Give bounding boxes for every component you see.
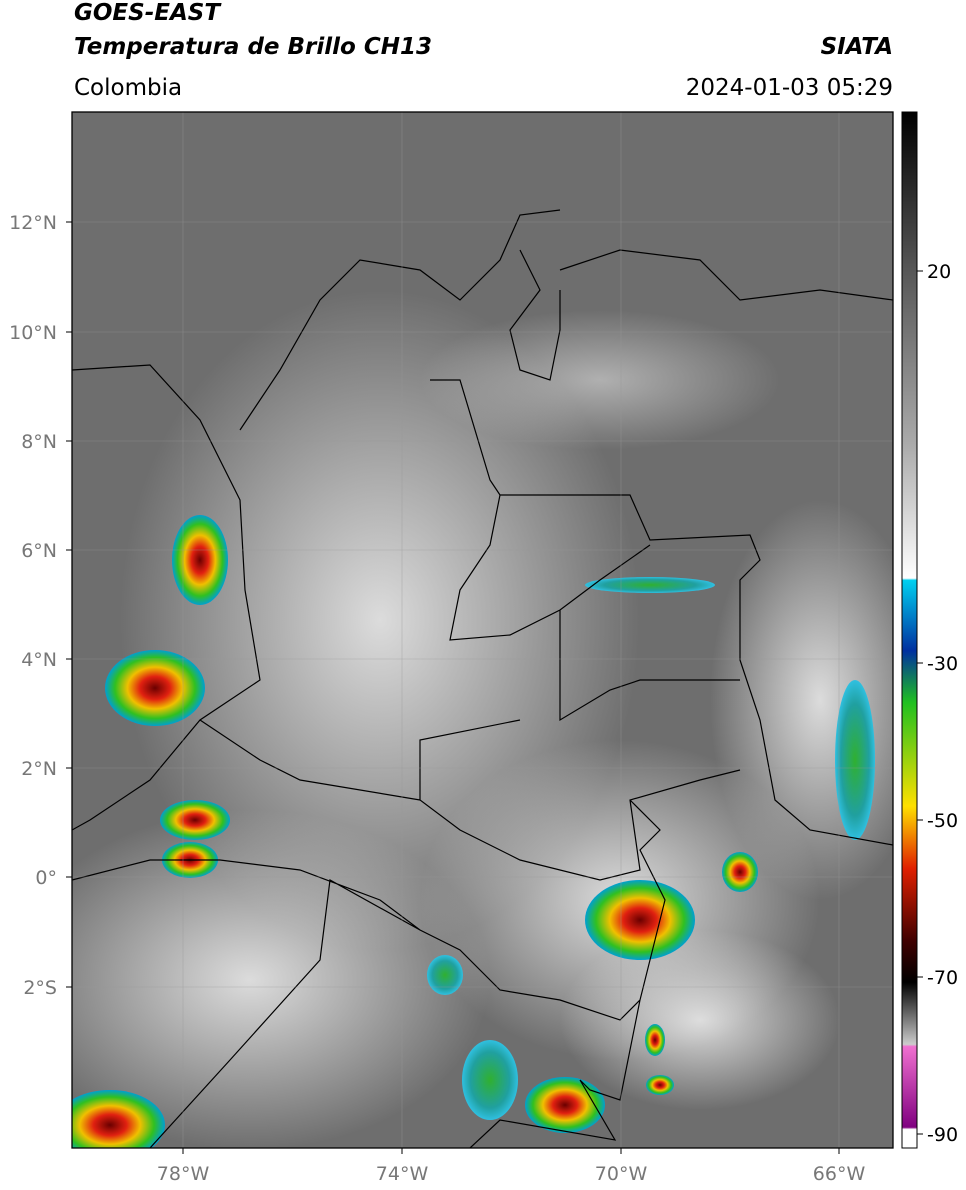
borders (72, 209, 893, 1148)
lon-tick-label: 74°W (376, 1163, 429, 1185)
colorbar-tick-label: -90 (927, 1124, 958, 1146)
satellite-image (72, 112, 893, 1148)
lat-tick-label: 2°S (23, 977, 57, 999)
lat-tick-label: 0° (35, 867, 57, 889)
title: GOES-EAST (74, 0, 222, 26)
lat-tick-label: 12°N (9, 212, 57, 234)
lon-tick-label: 66°W (813, 1163, 866, 1185)
colorbar-tick-label: -50 (927, 810, 958, 832)
lat-tick-label: 8°N (21, 431, 57, 453)
lat-tick-label: 4°N (21, 649, 57, 671)
colorbar (901, 111, 918, 1149)
lat-tick-label: 2°N (21, 758, 57, 780)
colorbar-tick-label: -30 (927, 653, 958, 675)
subtitle: Temperatura de Brillo CH13 (74, 34, 432, 60)
region: Colombia (74, 75, 182, 101)
map-frame (71, 111, 894, 1149)
lat-tick-label: 10°N (9, 322, 57, 344)
lat-tick-label: 6°N (21, 540, 57, 562)
lon-tick-label: 70°W (595, 1163, 648, 1185)
graticule (66, 112, 893, 1154)
colorbar-tick-label: 20 (927, 261, 951, 283)
source: SIATA (821, 34, 893, 60)
timestamp: 2024-01-03 05:29 (686, 75, 893, 101)
lon-tick-label: 78°W (157, 1163, 210, 1185)
colorbar-tick-label: -70 (927, 967, 958, 989)
